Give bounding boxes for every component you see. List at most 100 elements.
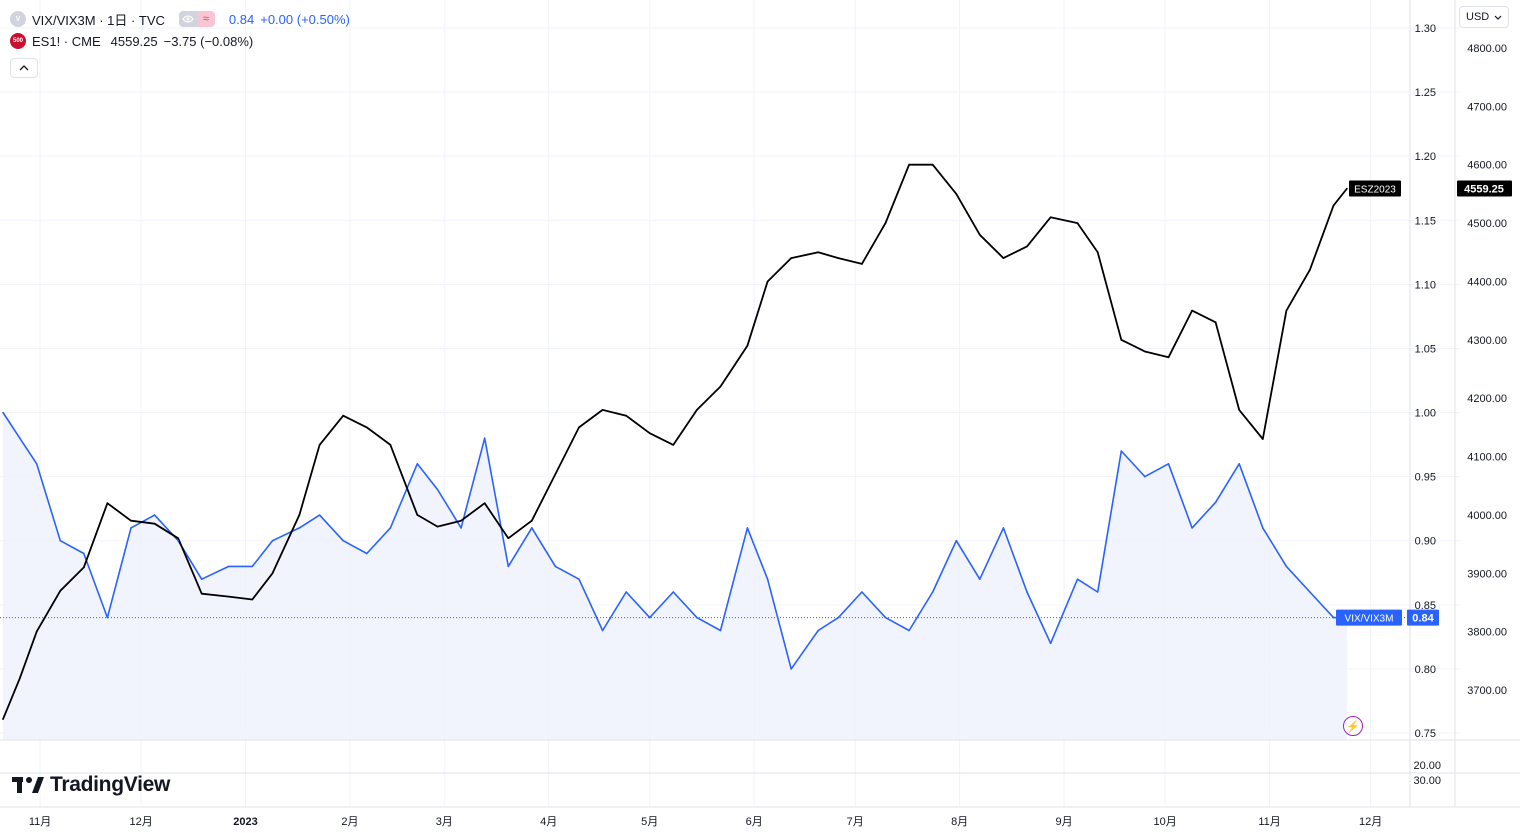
futures-point	[298, 514, 301, 516]
ratio-point	[601, 629, 604, 632]
futures-tag-bg	[1349, 180, 1401, 197]
ratio-point	[696, 616, 698, 619]
right-axis-tick: 3700.00	[1467, 685, 1507, 697]
futures-point	[601, 409, 604, 411]
legend-compare-change: −3.75 (−0.08%)	[163, 33, 254, 49]
currency-select[interactable]: USD	[1459, 6, 1509, 28]
ratio-point	[931, 591, 934, 593]
x-axis-tick: 11月	[29, 816, 51, 828]
futures-point	[2, 718, 4, 720]
collapse-legend-button[interactable]	[10, 58, 38, 78]
left-axis-tick: 0.75	[1415, 728, 1436, 740]
futures-point	[979, 233, 981, 236]
x-axis-tick: 11月	[1258, 816, 1280, 828]
x-axis-tick: 7月	[847, 816, 864, 828]
futures-point	[19, 677, 21, 680]
futures-point	[1076, 222, 1079, 224]
right-axis-tick: 4800.00	[1467, 43, 1507, 55]
legend: V VIX/VIX3M · 1日 · TVC ≈ 0.84 +0.00 (+0.…	[10, 8, 350, 78]
right-axis-tick: 4600.00	[1467, 160, 1507, 172]
futures-point	[931, 163, 934, 166]
ratio-tag-bg	[1336, 609, 1402, 626]
right-axis-tick: 3900.00	[1467, 568, 1507, 580]
left-axis-tick: 1.30	[1415, 23, 1436, 35]
ratio-point	[1026, 591, 1028, 593]
futures-point	[83, 566, 85, 569]
futures-point	[59, 589, 62, 592]
ratio-point	[177, 539, 179, 542]
lower-pane-tick: 20.00	[1413, 760, 1441, 772]
ratio-point	[531, 527, 533, 529]
tradingview-logo[interactable]: TradingView	[12, 773, 170, 797]
futures-point	[1049, 216, 1052, 219]
futures-point	[1120, 339, 1123, 341]
right-axis-tick: 4400.00	[1467, 276, 1507, 288]
x-axis-tick: 2月	[341, 816, 358, 828]
futures-point	[227, 595, 230, 598]
futures-point	[696, 409, 698, 411]
lightning-icon[interactable]: ⚡	[1343, 716, 1363, 736]
ratio-value-bg	[1407, 609, 1439, 626]
ratio-point	[1285, 565, 1288, 568]
futures-point	[578, 426, 580, 429]
futures-point	[365, 426, 368, 429]
legend-compare-title[interactable]: ES1! · CME	[32, 33, 101, 49]
ratio-point	[130, 527, 132, 529]
futures-point	[837, 257, 840, 259]
legend-compare-row[interactable]: 500 ES1! · CME 4559.25 −3.75 (−0.08%)	[10, 30, 350, 52]
futures-point	[719, 385, 722, 388]
futures-point	[389, 444, 392, 446]
x-axis-tick: 3月	[436, 816, 453, 828]
legend-main-title[interactable]: VIX/VIX3M · 1日 · TVC	[32, 12, 165, 28]
chevron-up-icon	[19, 65, 29, 71]
futures-point	[1026, 245, 1028, 248]
futures-value-label: 4559.25	[1464, 184, 1504, 196]
ratio-point	[59, 539, 62, 542]
futures-point	[672, 444, 675, 446]
futures-point	[766, 280, 769, 283]
futures-point	[35, 630, 38, 633]
left-axis-tick: 0.90	[1415, 536, 1436, 548]
ratio-tag: VIX/VIX3M	[1345, 614, 1394, 625]
futures-point	[531, 519, 533, 522]
x-axis-tick: 8月	[951, 816, 968, 828]
right-axis-tick: 4200.00	[1467, 393, 1507, 405]
currency-label: USD	[1466, 11, 1490, 23]
brand-name: TradingView	[50, 773, 171, 796]
ratio-point	[790, 668, 793, 670]
right-axis-tick: 4000.00	[1467, 510, 1507, 522]
ratio-point	[1120, 450, 1123, 452]
ratio-point	[884, 616, 887, 619]
left-axis-tick: 0.95	[1415, 472, 1436, 484]
ratio-point	[578, 578, 580, 580]
ratio-point	[365, 552, 368, 555]
ratio-point	[436, 488, 439, 491]
ratio-point	[251, 565, 254, 568]
wave-icon[interactable]: ≈	[196, 11, 215, 27]
left-axis-tick: 1.10	[1415, 279, 1436, 291]
legend-main-row[interactable]: V VIX/VIX3M · 1日 · TVC ≈ 0.84 +0.00 (+0.…	[10, 8, 350, 30]
right-axis-tick: 4300.00	[1467, 335, 1507, 347]
legend-main-value: 0.84	[228, 11, 255, 27]
futures-point	[153, 522, 156, 525]
futures-point	[200, 592, 203, 595]
ratio-point	[1049, 642, 1052, 645]
ratio-point	[1309, 591, 1311, 593]
futures-tag: ESZ2023	[1354, 185, 1396, 196]
futures-point	[416, 514, 419, 516]
ratio-point	[1261, 527, 1264, 529]
symbol-badge: 500	[10, 33, 26, 49]
right-axis-tick: 3800.00	[1467, 627, 1507, 639]
eye-icon[interactable]	[178, 11, 197, 27]
x-axis-tick: 4月	[540, 816, 557, 828]
ratio-point	[35, 463, 38, 465]
ratio-point	[955, 539, 958, 542]
futures-point	[251, 598, 254, 601]
ratio-point	[507, 565, 510, 568]
ratio-point	[817, 629, 819, 632]
logo-icon	[12, 777, 44, 793]
futures-point	[1214, 321, 1217, 324]
ratio-point	[861, 591, 863, 593]
